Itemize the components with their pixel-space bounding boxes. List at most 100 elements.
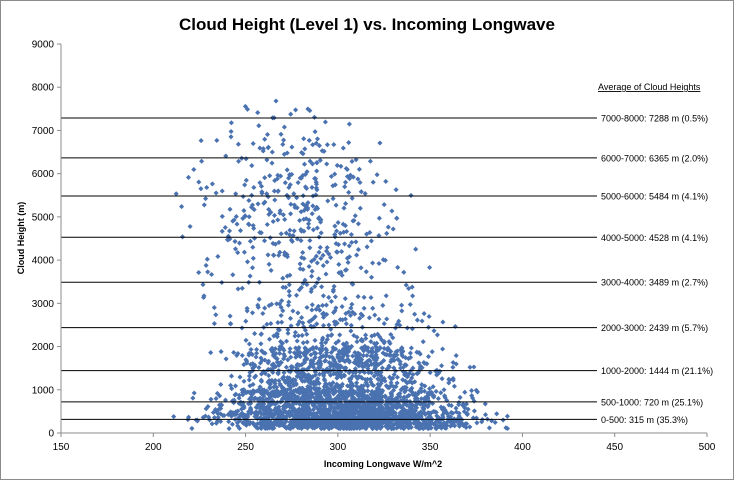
data-point xyxy=(328,254,334,261)
data-point xyxy=(376,394,382,400)
data-point xyxy=(295,333,301,339)
data-point xyxy=(327,393,333,399)
data-point xyxy=(259,423,265,429)
data-point xyxy=(426,410,432,416)
data-point xyxy=(264,131,271,138)
data-point xyxy=(267,235,273,241)
data-point xyxy=(171,414,177,420)
data-point xyxy=(258,331,264,337)
data-point xyxy=(306,263,312,270)
data-point xyxy=(446,377,453,383)
average-label: 6000-7000: 6365 m (2.0%) xyxy=(601,153,708,163)
data-point xyxy=(390,375,396,381)
data-point xyxy=(359,420,365,426)
data-point xyxy=(474,389,481,395)
data-point xyxy=(300,320,306,326)
data-point xyxy=(268,267,274,273)
data-point xyxy=(324,161,330,167)
data-point xyxy=(366,370,372,376)
data-point xyxy=(425,402,431,408)
data-point xyxy=(228,373,235,379)
data-point xyxy=(307,237,313,244)
data-point xyxy=(297,350,303,356)
data-point xyxy=(246,197,252,204)
data-point xyxy=(209,271,215,278)
data-point xyxy=(379,365,385,371)
data-point xyxy=(367,158,373,164)
data-point xyxy=(417,351,423,357)
data-point xyxy=(409,284,415,290)
data-point xyxy=(425,354,432,360)
data-point xyxy=(228,120,234,126)
data-point xyxy=(292,329,298,335)
data-point xyxy=(286,282,292,288)
data-point xyxy=(353,373,359,379)
data-point xyxy=(270,414,276,420)
data-point xyxy=(259,387,266,393)
data-point xyxy=(309,273,315,279)
data-point xyxy=(220,412,226,419)
data-point xyxy=(314,225,320,231)
data-point xyxy=(262,175,268,181)
y-tick-label: 0 xyxy=(48,429,54,440)
y-axis-label: Cloud Height (m) xyxy=(16,202,26,275)
data-point xyxy=(343,398,349,404)
data-point xyxy=(348,381,354,387)
data-point xyxy=(274,334,280,340)
data-point xyxy=(387,340,393,347)
data-point xyxy=(426,313,432,320)
data-point xyxy=(249,192,255,198)
y-axis-ticks: 0 1000 2000 3000 4000 5000 6000 7000 8000 9000 xyxy=(32,40,61,440)
data-point xyxy=(258,414,264,421)
data-point xyxy=(262,136,268,142)
data-point xyxy=(277,301,283,307)
data-point xyxy=(297,217,303,224)
data-point xyxy=(269,160,275,166)
data-point xyxy=(247,389,253,395)
data-point xyxy=(393,187,399,193)
data-point xyxy=(262,370,268,377)
data-point xyxy=(228,409,234,415)
data-point xyxy=(318,255,324,262)
data-point xyxy=(287,232,293,238)
data-point xyxy=(211,414,218,421)
data-point xyxy=(274,411,280,417)
data-point xyxy=(336,261,342,267)
data-point xyxy=(306,225,312,231)
data-point xyxy=(357,315,363,321)
data-point xyxy=(312,391,318,397)
data-point xyxy=(343,420,349,426)
data-point xyxy=(306,372,312,378)
data-point xyxy=(391,372,397,378)
data-point xyxy=(324,259,330,265)
data-point xyxy=(246,377,252,383)
data-point xyxy=(369,333,375,339)
average-label: 1000-2000: 1444 m (21.1%) xyxy=(601,366,713,376)
data-point xyxy=(355,362,361,368)
data-point xyxy=(420,339,426,345)
data-point xyxy=(219,188,225,194)
data-point xyxy=(295,425,301,431)
data-point xyxy=(348,305,354,311)
data-point xyxy=(374,172,380,178)
data-point xyxy=(267,409,273,415)
data-point xyxy=(394,374,400,380)
data-point xyxy=(286,293,293,299)
data-point xyxy=(278,231,284,237)
chart-title: Cloud Height (Level 1) vs. Incoming Long… xyxy=(179,15,555,34)
data-point xyxy=(344,166,350,173)
data-point xyxy=(258,355,264,361)
data-point xyxy=(269,301,275,307)
data-point xyxy=(367,358,373,364)
data-point xyxy=(312,283,318,290)
data-point xyxy=(287,409,293,415)
data-point xyxy=(388,380,394,386)
data-point xyxy=(287,413,293,419)
data-point xyxy=(450,364,456,370)
data-point xyxy=(281,137,287,143)
data-point xyxy=(350,281,356,287)
data-point xyxy=(363,269,369,275)
data-point xyxy=(418,385,424,391)
data-point xyxy=(348,231,354,238)
data-point xyxy=(382,393,388,399)
